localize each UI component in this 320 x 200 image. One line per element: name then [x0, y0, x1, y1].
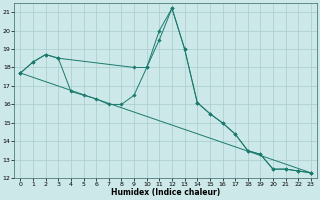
X-axis label: Humidex (Indice chaleur): Humidex (Indice chaleur): [111, 188, 220, 197]
